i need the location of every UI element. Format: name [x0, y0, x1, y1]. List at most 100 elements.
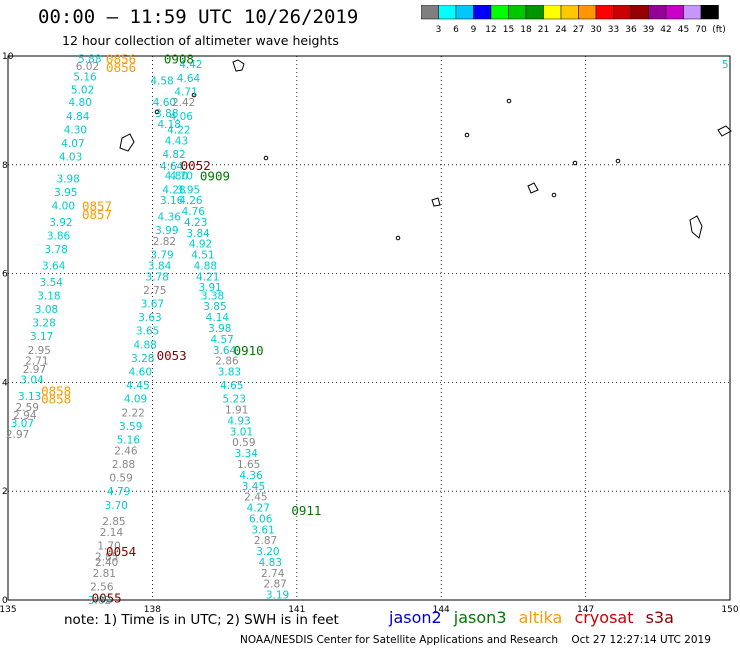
color-scale-bar: 3 6 9 12 15 18 21 24 27 30 33 36 39 42 45 70 (ft) — [421, 5, 726, 35]
swh-value-label: 2.42 — [172, 97, 195, 109]
pass-time-label: 0910 — [234, 343, 264, 358]
x-tick-label: 138 — [144, 605, 161, 615]
swh-value-label: 2.88 — [112, 459, 135, 471]
swh-value-label: 4.30 — [64, 124, 87, 136]
swh-value-label: 4.07 — [61, 138, 84, 150]
swh-value-label: 2.40 — [95, 557, 118, 569]
swh-value-label: 3.16 — [160, 195, 184, 207]
colorbar-label: 21 — [538, 25, 549, 35]
swh-value-label: 2.56 — [90, 581, 114, 593]
island-dot — [506, 98, 512, 104]
swh-value-label: 3.54 — [40, 277, 64, 289]
swh-value-label: 2.22 — [121, 407, 144, 419]
swh-value-label: 3.83 — [218, 367, 241, 379]
swh-value-label: 4.80 — [69, 97, 92, 109]
swh-value-label: 3.04 — [20, 375, 44, 387]
swh-value-label: 4.36 — [158, 211, 182, 223]
island-dot — [395, 235, 401, 241]
swh-value-label: 3.95 — [177, 184, 200, 196]
swh-value-label: 2.87 — [263, 579, 286, 591]
swh-value-label: 4.64 — [160, 161, 184, 173]
x-tick-label: 147 — [577, 605, 594, 615]
island-dot — [191, 92, 197, 98]
island-outline — [119, 133, 135, 152]
swh-value-label: 3.59 — [119, 421, 142, 433]
swh-value-label: 3.78 — [146, 271, 169, 283]
satellite-legend: jason2 jason3 altika cryosat s3a — [389, 608, 681, 627]
swh-value-label: 6.02 — [76, 61, 99, 73]
swh-value-label: 4.45 — [126, 380, 149, 392]
x-tick-label: 135 — [0, 605, 17, 615]
swh-value-label: 3.45 — [242, 481, 265, 493]
swh-value-label: 4.65 — [220, 380, 243, 392]
swh-value-label: 5.23 — [223, 394, 246, 406]
swh-value-label: 3.98 — [208, 323, 231, 335]
pass-time-label: 0858 — [41, 384, 71, 399]
y-tick-label: 6 — [2, 270, 8, 280]
swh-value-label: 3.64 — [213, 345, 237, 357]
swh-value-label: 3.07 — [11, 418, 34, 430]
swh-value-label: 4.26 — [179, 195, 203, 207]
swh-value-label: 3.63 — [138, 312, 161, 324]
swh-value-label: 1.65 — [237, 459, 260, 471]
swh-value-label: 3.65 — [136, 326, 159, 338]
pass-time-label: 0856 — [106, 60, 136, 75]
swh-value-label: 3.17 — [30, 331, 53, 343]
swh-value-label: 4.76 — [182, 206, 206, 218]
swh-value-label: 4.60 — [153, 97, 176, 109]
swh-value-label: 2.86 — [215, 356, 239, 368]
swh-value-label: 3.99 — [155, 225, 178, 237]
swh-value-label: 4.92 — [189, 239, 212, 251]
island-outline — [689, 215, 703, 239]
swh-value-label: 4.00 — [52, 201, 75, 213]
swh-value-label: 3.19 — [266, 590, 289, 602]
colorbar-label: 39 — [643, 25, 655, 35]
legend-jason3: jason3 — [453, 608, 507, 627]
swh-value-label: 4.27 — [247, 503, 270, 515]
swh-value-label: 3.88 — [155, 108, 178, 120]
swh-value-label: 2.46 — [114, 445, 138, 457]
swh-value-label: 2.14 — [100, 527, 124, 539]
swh-value-label: 3.85 — [203, 301, 226, 313]
swh-value-label: 3.13 — [18, 391, 41, 403]
swh-value-label: 2.85 — [102, 516, 125, 528]
legend-jason2: jason2 — [389, 608, 442, 627]
swh-value-label: 3.70 — [105, 500, 128, 512]
pass-time-label: 0054 — [106, 544, 136, 559]
swh-value-label: 4.09 — [124, 394, 147, 406]
swh-value-label: 3.78 — [44, 244, 67, 256]
colorbar-label: 42 — [660, 25, 671, 35]
x-tick-label: 150 — [721, 605, 738, 615]
page-subtitle: 12 hour collection of altimeter wave hei… — [62, 33, 339, 48]
y-tick-label: 2 — [2, 487, 8, 497]
legend-cryosat: cryosat — [574, 608, 634, 627]
swh-value-label: 4.14 — [206, 312, 230, 324]
swh-value-label: 3.20 — [256, 546, 279, 558]
swh-value-label: 4.93 — [227, 415, 250, 427]
swh-value-label: 1.70 — [97, 541, 120, 553]
footnote: note: 1) Time is in UTC; 2) SWH is in fe… — [64, 612, 339, 628]
swh-value-label: 2.82 — [153, 236, 176, 248]
swh-value-label: 2.71 — [25, 356, 48, 368]
legend-s3a: s3a — [645, 608, 674, 627]
y-tick-label: 10 — [2, 52, 14, 62]
swh-value-label: 2.45 — [244, 492, 267, 504]
swh-value-label: 3.84 — [148, 260, 172, 272]
swh-value-label: 3.92 — [49, 217, 72, 229]
swh-value-label: 3.61 — [251, 524, 274, 536]
swh-value-label: 3.02 — [88, 595, 111, 607]
swh-value-label: 0.59 — [232, 437, 255, 449]
pass-time-label: 0857 — [82, 199, 112, 214]
swh-value-label: 4.22 — [167, 124, 190, 136]
swh-value-label: 4.79 — [107, 486, 130, 498]
island-outline — [232, 59, 245, 72]
swh-value-label: 4.60 — [129, 367, 152, 379]
colorbar-label: 15 — [503, 25, 514, 35]
island-outline — [431, 197, 441, 207]
swh-value-label: 4.03 — [59, 152, 82, 164]
swh-value-label: 4.80 — [165, 171, 188, 183]
island-outline — [527, 182, 539, 194]
swh-value-label: 3.34 — [235, 448, 259, 460]
swh-value-label: 4.58 — [150, 75, 173, 87]
